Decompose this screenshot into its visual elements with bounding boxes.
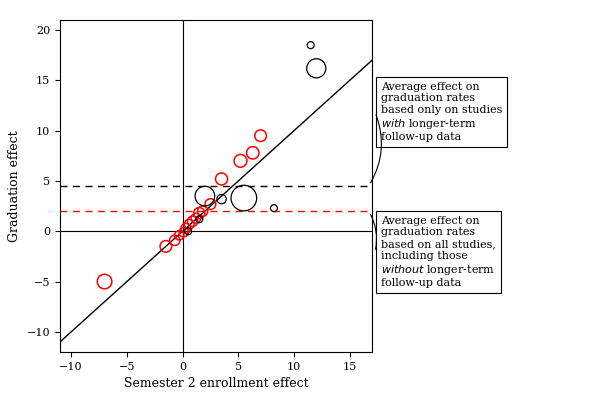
Point — [100, 278, 109, 285]
Y-axis label: Graduation effect: Graduation effect — [8, 130, 21, 242]
Point — [181, 225, 191, 232]
X-axis label: Semester 2 enrollment effect: Semester 2 enrollment effect — [124, 377, 308, 390]
Point — [269, 205, 279, 211]
Point — [217, 176, 226, 182]
Point — [191, 215, 201, 221]
Point — [306, 42, 316, 48]
Point — [248, 150, 257, 156]
Text: Average effect on
graduation rates
based only on studies
$\it{with}$ longer-term: Average effect on graduation rates based… — [381, 82, 502, 142]
Point — [184, 228, 193, 234]
Point — [198, 208, 208, 214]
Point — [188, 218, 197, 224]
Point — [236, 158, 245, 164]
Point — [179, 229, 188, 236]
Point — [194, 216, 204, 222]
Point — [161, 243, 170, 250]
Point — [175, 232, 184, 238]
Point — [239, 195, 248, 201]
Point — [170, 237, 179, 244]
Point — [256, 132, 265, 139]
Point — [311, 65, 321, 72]
Point — [194, 210, 204, 216]
Point — [184, 221, 194, 228]
Text: Average effect on
graduation rates
based on all studies,
including those
$\it{wi: Average effect on graduation rates based… — [381, 216, 496, 288]
Point — [217, 196, 226, 202]
Point — [206, 201, 215, 207]
Point — [200, 193, 209, 199]
